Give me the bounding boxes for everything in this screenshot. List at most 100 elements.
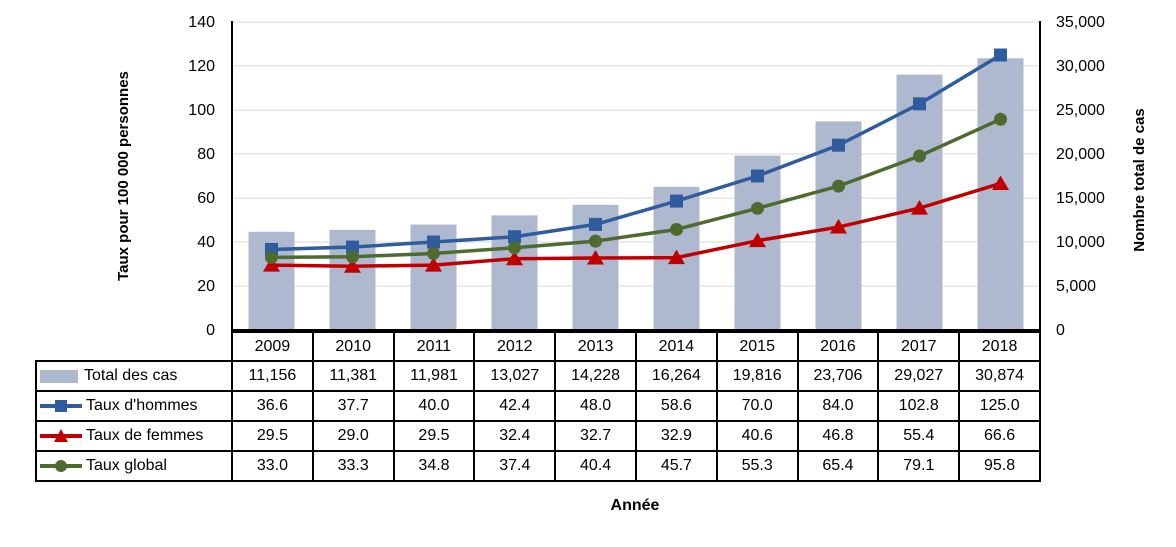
table-row: Taux d'hommes 36.6 37.7 40.0 42.4 48.0 58.6 70.… [35,390,1041,422]
left-axis-tick: 140 [188,14,215,31]
marker-triangle [668,249,685,265]
value-cell: 34.8 [392,450,476,482]
line-triangle [271,181,1002,268]
marker-triangle [506,250,523,266]
right-axis-tick: 10,000 [1056,234,1105,251]
marker-triangle [830,219,847,234]
line-circle-swatch-icon [40,458,82,474]
value-cell: 40.4 [554,450,637,482]
value-cell: 55.4 [877,420,961,452]
right-axis-tick: 35,000 [1056,14,1105,31]
marker-triangle [911,200,928,215]
marker-circle [589,234,602,248]
plot-area [231,21,1041,331]
table-row: Taux global 33.0 33.3 34.8 37.4 40.4 45.7 55.3 6… [35,450,1041,482]
value-cell: 14,228 [554,360,637,392]
left-axis-tick: 0 [206,322,215,339]
marker-triangle [344,258,361,273]
value-cell: 42.4 [473,390,557,422]
year-cell: 2015 [715,331,799,362]
value-cell: 36.6 [231,390,314,422]
marker-circle [670,222,683,236]
value-cell: 40.6 [715,420,799,452]
value-cell: 55.3 [715,450,799,482]
year-cell: 2014 [634,331,718,362]
value-cell: 11,381 [311,360,395,392]
value-cell: 66.6 [958,420,1041,452]
value-cell: 48.0 [554,390,637,422]
right-axis-tick: 0 [1056,322,1065,339]
right-axis-tick: 25,000 [1056,102,1105,119]
marker-square [670,194,683,208]
value-cell: 16,264 [634,360,718,392]
marker-square [751,169,764,183]
left-axis-tick: 60 [197,190,215,207]
legend-label: Taux de femmes [86,427,204,444]
right-axis-tick: 30,000 [1056,58,1105,75]
value-cell: 29.5 [231,420,314,452]
year-cell: 2013 [554,331,637,362]
marker-square [427,235,440,249]
value-cell: 32.7 [554,420,637,452]
left-axis-tick: 80 [197,146,215,163]
value-cell: 33.3 [311,450,395,482]
marker-square [508,230,521,244]
marker-square [346,240,359,254]
left-axis-title: Taux pour 100 000 personnes [115,71,132,281]
line-circle [271,117,1002,260]
marker-circle [508,241,521,255]
marker-circle [346,250,359,264]
legend-cell: Taux de femmes [35,420,233,452]
x-axis-title: Année [610,497,660,514]
value-cell: 11,156 [231,360,314,392]
marker-square [913,97,926,111]
value-cell: 65.4 [796,450,880,482]
marker-circle [427,246,440,260]
legend-label: Taux global [86,457,167,474]
bar-2018 [977,58,1024,330]
left-axis-tick: 40 [197,234,215,251]
year-cell: 2017 [877,331,961,362]
value-cell: 45.7 [634,450,718,482]
marker-circle [751,201,764,215]
bar-swatch-icon [40,369,78,383]
left-axis-tick: 100 [188,102,215,119]
value-cell: 33.0 [231,450,314,482]
value-cell: 32.4 [473,420,557,452]
value-cell: 29.5 [392,420,476,452]
marker-square [832,138,845,152]
legend-cell: Taux global [35,450,233,482]
year-cell: 2018 [958,331,1041,362]
value-cell: 29.0 [311,420,395,452]
legend-label: Total des cas [84,367,178,384]
year-cell: 2012 [473,331,557,362]
marker-square [994,48,1007,62]
marker-triangle [992,175,1009,190]
value-cell: 58.6 [634,390,718,422]
value-cell: 125.0 [958,390,1041,422]
table-row: Taux de femmes 29.5 29.0 29.5 32.4 32.7 32.9 40… [35,420,1041,452]
right-axis-tick: 5,000 [1056,278,1097,295]
value-cell: 30,874 [958,360,1041,392]
value-cell: 11,981 [392,360,476,392]
marker-circle [265,250,278,264]
value-cell: 95.8 [958,450,1041,482]
left-axis-tick: 120 [188,58,215,75]
value-cell: 37.4 [473,450,557,482]
marker-triangle [425,257,442,272]
value-cell: 32.9 [634,420,718,452]
value-cell: 40.0 [392,390,476,422]
line-square-swatch-icon [40,398,82,414]
value-cell: 84.0 [796,390,880,422]
line-square [271,53,1002,252]
value-cell: 70.0 [715,390,799,422]
table-row: Total des cas 11,156 11,381 11,981 13,027 14,… [35,360,1041,392]
value-cell: 19,816 [715,360,799,392]
legend-cell: Total des cas [35,360,233,392]
value-cell: 23,706 [796,360,880,392]
legend-cell: Taux d'hommes [35,390,233,422]
value-cell: 46.8 [796,420,880,452]
value-cell: 79.1 [877,450,961,482]
year-cell: 2011 [392,331,476,362]
